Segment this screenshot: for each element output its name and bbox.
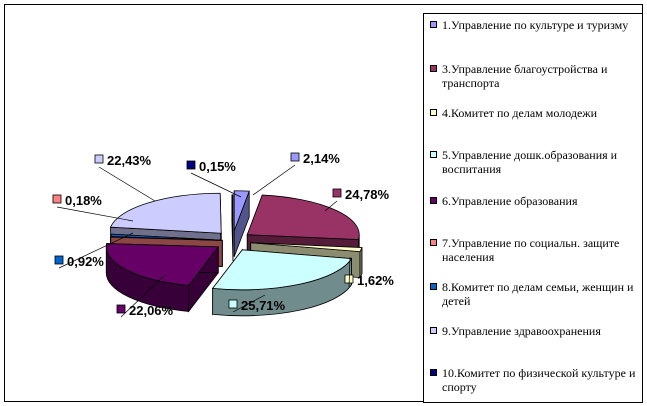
data-label: 22,43% <box>107 153 152 168</box>
leader-line <box>232 294 266 313</box>
pie-slice <box>105 243 220 313</box>
leader-line <box>252 164 296 196</box>
legend-item: 5.Управление дошк.образования и воспитан… <box>430 148 640 176</box>
legend-item: 1.Управление по культуре и туризму <box>430 18 640 32</box>
leader-line <box>98 166 156 202</box>
legend-item: 4.Комитет по делам молодежи <box>430 106 640 120</box>
legend-item: 10.Комитет по физической культуре и спор… <box>430 366 640 394</box>
legend-swatch <box>430 109 437 116</box>
data-label-swatch <box>228 299 238 309</box>
legend-label: 9.Управление здравоохранения <box>442 324 601 338</box>
data-label: 25,71% <box>241 298 286 313</box>
legend-swatch <box>430 65 437 72</box>
chart-frame: 2,14% 24,78% 1,62% 25,71% 22,06% 0,18% 0,92% 22… <box>4 4 643 403</box>
legend-item: 3.Управление благоустройства и транспорт… <box>430 62 640 90</box>
data-label: 24,78% <box>345 187 390 202</box>
data-label-swatch <box>94 154 104 164</box>
legend-label: 6.Управление образования <box>442 194 578 208</box>
legend-item: 7.Управление по социальн. защите населен… <box>430 236 640 264</box>
leader-line <box>324 200 338 212</box>
data-label: 22,06% <box>129 303 174 318</box>
data-label-swatch <box>52 194 62 204</box>
legend-swatch <box>430 239 437 246</box>
legend-item: 8.Комитет по делам семьи, женщин и детей <box>430 280 640 308</box>
legend-swatch <box>430 283 437 290</box>
leader-line <box>56 206 134 222</box>
legend-swatch <box>430 327 437 334</box>
data-label: 1,62% <box>357 273 394 288</box>
data-label-swatch <box>186 160 196 170</box>
pie-slice <box>233 190 250 257</box>
legend-label: 7.Управление по социальн. защите населен… <box>442 236 620 264</box>
pie-chart: 2,14% 24,78% 1,62% 25,71% 22,06% 0,18% 0,92% 22… <box>52 151 394 318</box>
leader-line <box>348 256 351 288</box>
leader-line <box>120 274 166 318</box>
data-label: 2,14% <box>303 151 340 166</box>
data-label: 0,18% <box>65 193 102 208</box>
chart-legend: 1.Управление по культуре и туризму 3.Упра… <box>423 13 643 403</box>
legend-label: 5.Управление дошк.образования и воспитан… <box>442 148 618 176</box>
data-label-swatch <box>332 188 342 198</box>
legend-label: 3.Управление благоустройства и транспорт… <box>442 62 608 90</box>
data-label-swatch <box>116 304 126 314</box>
legend-swatch <box>430 151 437 158</box>
legend-label: 4.Комитет по делам молодежи <box>442 106 597 120</box>
legend-item: 6.Управление образования <box>430 194 640 208</box>
legend-label: 8.Комитет по делам семьи, женщин и детей <box>442 280 634 308</box>
legend-item: 9.Управление здравоохранения <box>430 324 640 338</box>
pie-slice <box>211 248 353 317</box>
leader-line <box>190 172 242 198</box>
pie-slice <box>231 194 234 261</box>
data-label: 0,92% <box>67 254 104 269</box>
data-label-swatch <box>54 255 64 265</box>
legend-swatch <box>430 197 437 204</box>
leader-line <box>58 232 134 269</box>
legend-label: 1.Управление по культуре и туризму <box>442 18 629 32</box>
legend-swatch <box>430 369 437 376</box>
data-label: 0,15% <box>199 159 236 174</box>
legend-swatch <box>430 21 437 28</box>
legend-label: 10.Комитет по физической культуре и спор… <box>442 366 636 394</box>
data-label-swatch <box>290 152 300 162</box>
